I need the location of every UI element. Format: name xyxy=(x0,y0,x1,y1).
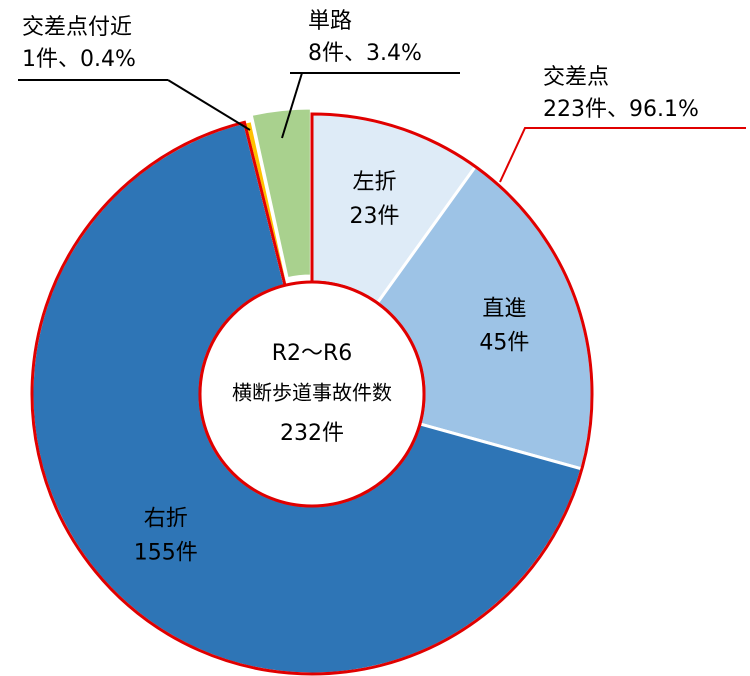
center-text: R2～R6 xyxy=(272,341,353,366)
center-outline xyxy=(198,280,426,508)
slice-label: 単路 xyxy=(308,9,352,34)
slice-label: 交差点付近 xyxy=(22,15,132,40)
slice-value-label: 1件、0.4% xyxy=(22,47,136,72)
center-text: 232件 xyxy=(280,421,344,446)
slice-label: 左折 xyxy=(353,170,397,195)
center-text: 横断歩道事故件数 xyxy=(232,381,392,405)
slice-label: 右折 xyxy=(144,506,188,531)
slice-value-label: 155件 xyxy=(134,540,198,565)
leader-line xyxy=(167,79,251,131)
slice-label: 直進 xyxy=(482,296,526,321)
group-value-label: 223件、96.1% xyxy=(543,97,699,122)
slice-value-label: 8件、3.4% xyxy=(308,41,422,66)
leader-line xyxy=(281,72,303,139)
group-label: 交差点 xyxy=(543,65,609,90)
group-leader xyxy=(499,127,746,183)
slice-value-label: 23件 xyxy=(350,204,400,229)
slice-value-label: 45件 xyxy=(479,330,529,355)
